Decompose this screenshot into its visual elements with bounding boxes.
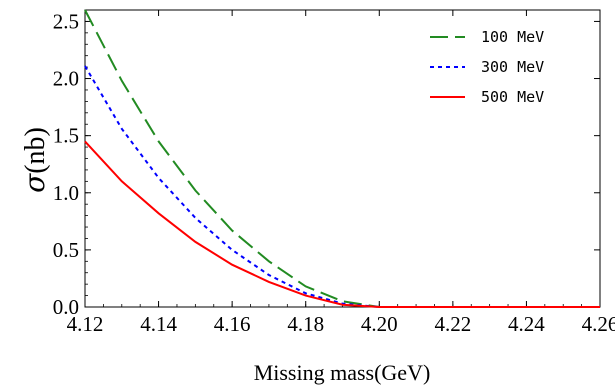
x-tick-label: 4.22: [434, 312, 471, 336]
y-axis-title: σ(nb): [18, 127, 51, 193]
legend-label: 300 MeV: [481, 58, 544, 76]
y-axis-symbol: σ: [18, 173, 51, 193]
series-lines: [84, 9, 600, 308]
x-tick-label: 4.14: [140, 312, 177, 336]
y-axis-ticks: 0.0 0.5 1.0 1.5 2.0 2.5: [53, 9, 600, 319]
series-line-2: [84, 65, 600, 308]
y-tick-label: 0.0: [53, 295, 79, 319]
y-tick-label: 2.0: [53, 67, 79, 91]
x-tick-label: 4.18: [287, 312, 324, 336]
x-axis-title: Missing mass(GeV): [254, 360, 431, 385]
y-tick-label: 1.0: [53, 181, 79, 205]
x-tick-label: 4.26: [582, 312, 615, 336]
x-tick-label: 4.24: [508, 312, 545, 336]
y-axis-unit: (nb): [20, 127, 51, 174]
x-tick-label: 4.12: [67, 312, 104, 336]
x-axis-ticks: 4.12 4.14 4.16 4.18 4.20 4.22 4.24 4.26: [67, 10, 615, 336]
plot-frame: [84, 9, 601, 308]
x-tick-label: 4.16: [214, 312, 251, 336]
y-tick-label: 1.5: [53, 124, 79, 148]
y-tick-label: 0.5: [53, 238, 79, 262]
legend-label: 100 MeV: [481, 28, 544, 46]
legend-label: 500 MeV: [481, 88, 544, 106]
x-tick-label: 4.20: [361, 312, 398, 336]
y-tick-label: 2.5: [53, 9, 79, 33]
legend: 100 MeV 300 MeV 500 MeV: [430, 28, 544, 106]
series-line-1: [84, 9, 600, 308]
series-line-3: [84, 140, 600, 308]
